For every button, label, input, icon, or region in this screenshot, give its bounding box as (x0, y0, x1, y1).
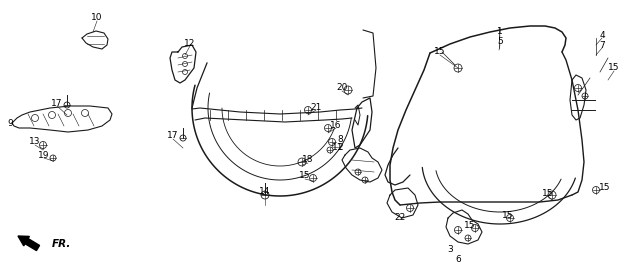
Text: 3: 3 (447, 246, 453, 254)
Text: 16: 16 (330, 121, 342, 129)
Text: 15: 15 (464, 221, 476, 229)
Text: 8: 8 (337, 134, 343, 143)
Text: FR.: FR. (52, 239, 72, 249)
Text: 5: 5 (497, 37, 503, 47)
Text: 15: 15 (608, 63, 620, 73)
Text: 11: 11 (332, 143, 344, 153)
Text: 20: 20 (336, 83, 348, 93)
Text: 1: 1 (497, 27, 503, 37)
Text: 19: 19 (38, 151, 50, 161)
Text: 9: 9 (7, 119, 13, 128)
Text: 21: 21 (310, 102, 322, 111)
Text: 17: 17 (167, 132, 179, 140)
Text: 4: 4 (599, 30, 605, 40)
Text: 15: 15 (502, 211, 514, 220)
Text: 7: 7 (599, 41, 605, 49)
Text: 18: 18 (302, 155, 314, 165)
Text: 13: 13 (29, 137, 41, 147)
FancyArrow shape (18, 236, 40, 250)
Text: 12: 12 (184, 38, 196, 48)
Text: 15: 15 (542, 189, 554, 197)
Text: 15: 15 (300, 172, 311, 180)
Text: 15: 15 (435, 47, 445, 55)
Text: 17: 17 (51, 98, 63, 108)
Text: 15: 15 (599, 183, 611, 193)
Text: 10: 10 (92, 13, 103, 23)
Text: 22: 22 (394, 214, 406, 222)
Text: 6: 6 (455, 256, 461, 264)
Text: 14: 14 (259, 187, 271, 196)
Text: 2: 2 (337, 143, 343, 153)
